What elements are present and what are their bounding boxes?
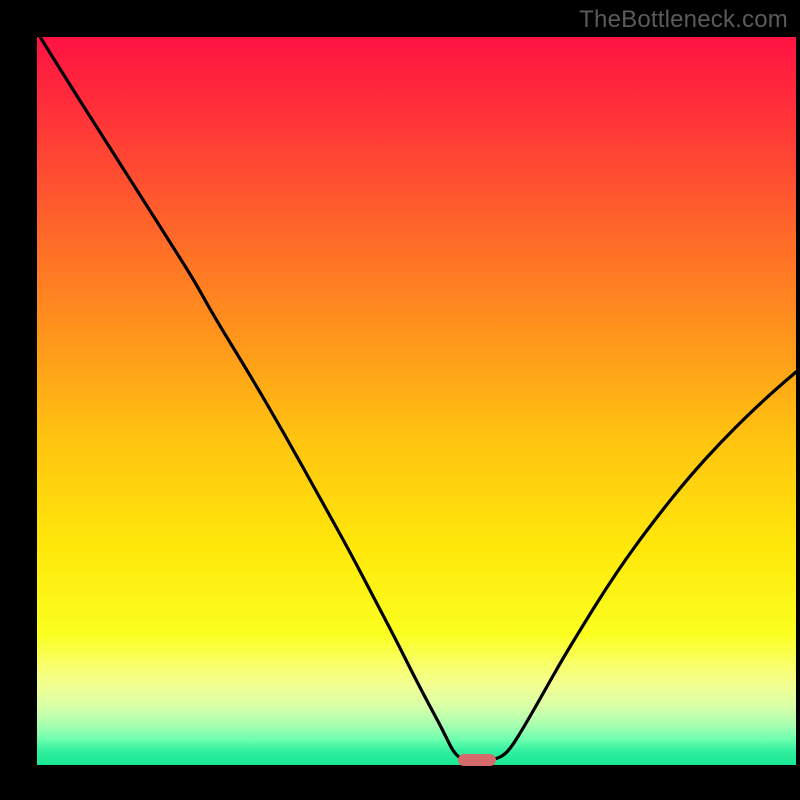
chart-container: TheBottleneck.com [0, 0, 800, 800]
minimum-marker [458, 754, 496, 766]
chart-svg [0, 0, 800, 800]
plot-area [37, 37, 796, 765]
watermark-label: TheBottleneck.com [579, 6, 788, 34]
